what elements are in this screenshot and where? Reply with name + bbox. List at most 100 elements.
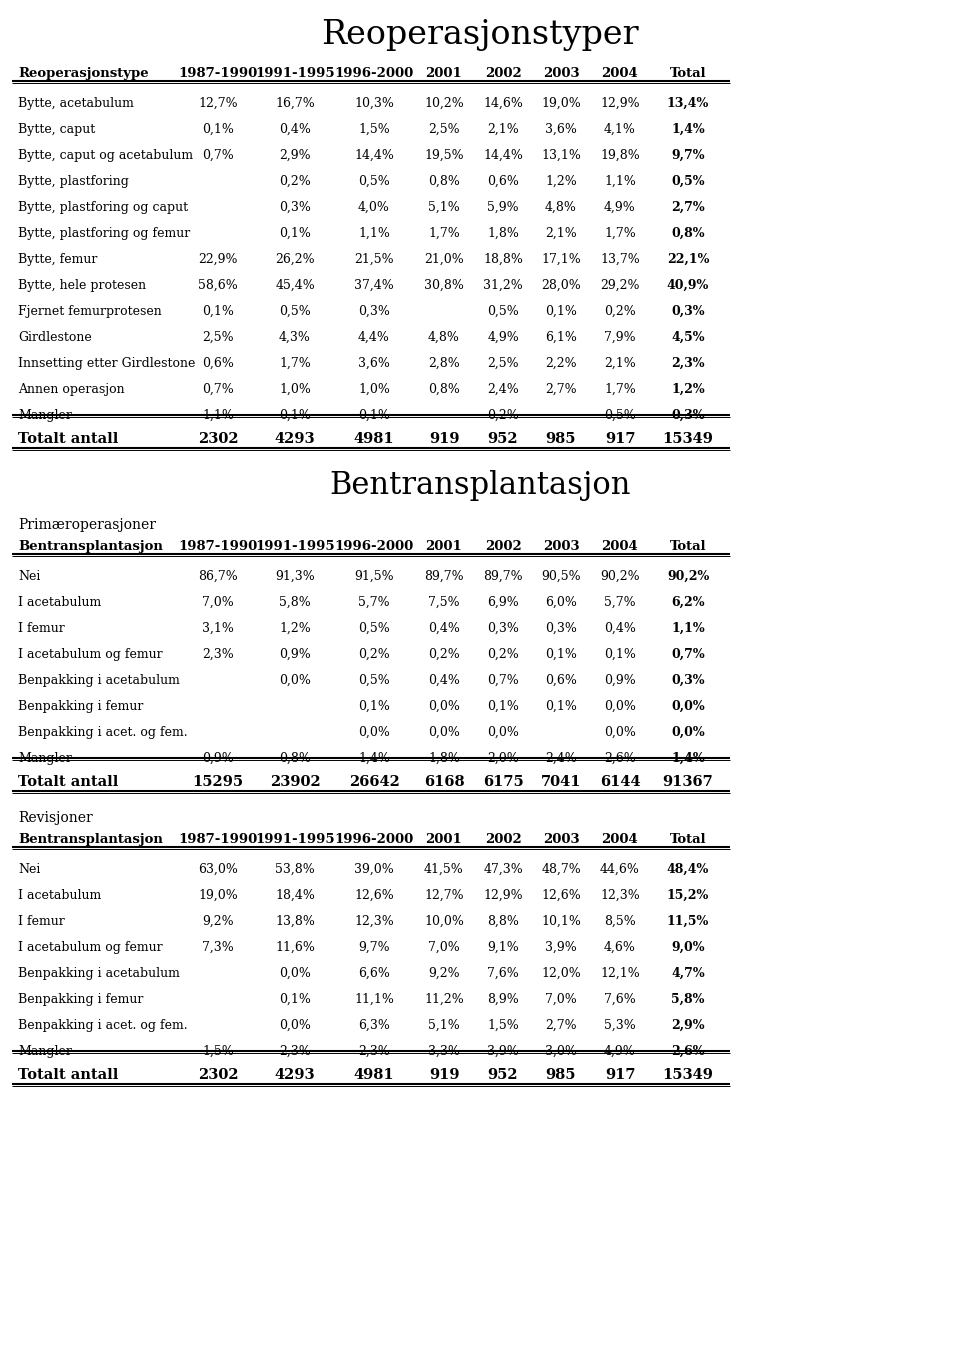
Text: 0,8%: 0,8% [428, 383, 460, 396]
Text: 0,4%: 0,4% [279, 123, 311, 135]
Text: 86,7%: 86,7% [198, 570, 238, 582]
Text: 7,3%: 7,3% [203, 940, 234, 954]
Text: 0,5%: 0,5% [358, 622, 390, 636]
Text: 2,3%: 2,3% [671, 357, 705, 370]
Text: Totalt antall: Totalt antall [18, 1068, 118, 1083]
Text: 4,3%: 4,3% [279, 331, 311, 344]
Text: 985: 985 [545, 432, 576, 446]
Text: 90,2%: 90,2% [667, 570, 709, 582]
Text: 4,1%: 4,1% [604, 123, 636, 135]
Text: 91,3%: 91,3% [276, 570, 315, 582]
Text: Benpakking i acet. og fem.: Benpakking i acet. og fem. [18, 726, 187, 740]
Text: 2004: 2004 [602, 67, 638, 81]
Text: 31,2%: 31,2% [483, 279, 523, 293]
Text: 3,6%: 3,6% [545, 123, 577, 135]
Text: 0,0%: 0,0% [428, 700, 460, 714]
Text: 12,9%: 12,9% [600, 97, 639, 109]
Text: 4981: 4981 [353, 432, 395, 446]
Text: 2302: 2302 [198, 1068, 238, 1083]
Text: 0,1%: 0,1% [202, 305, 234, 319]
Text: 89,7%: 89,7% [424, 570, 464, 582]
Text: 15349: 15349 [662, 432, 713, 446]
Text: 0,1%: 0,1% [279, 409, 311, 422]
Text: 5,1%: 5,1% [428, 1018, 460, 1032]
Text: 919: 919 [429, 432, 459, 446]
Text: 12,3%: 12,3% [600, 889, 640, 902]
Text: 12,1%: 12,1% [600, 966, 640, 980]
Text: 1,1%: 1,1% [671, 622, 705, 636]
Text: Bytte, femur: Bytte, femur [18, 253, 97, 267]
Text: 0,8%: 0,8% [279, 752, 311, 766]
Text: 8,9%: 8,9% [487, 992, 518, 1006]
Text: 2002: 2002 [485, 540, 521, 554]
Text: I acetabulum og femur: I acetabulum og femur [18, 940, 162, 954]
Text: 1991-1995: 1991-1995 [255, 833, 335, 846]
Text: 2,1%: 2,1% [487, 123, 518, 135]
Text: Total: Total [670, 540, 707, 554]
Text: 5,9%: 5,9% [487, 201, 518, 215]
Text: 1,8%: 1,8% [428, 752, 460, 766]
Text: 4293: 4293 [275, 432, 315, 446]
Text: Bytte, plastforing og femur: Bytte, plastforing og femur [18, 227, 190, 241]
Text: 0,5%: 0,5% [604, 409, 636, 422]
Text: 21,5%: 21,5% [354, 253, 394, 267]
Text: 2,6%: 2,6% [604, 752, 636, 766]
Text: 0,3%: 0,3% [279, 201, 311, 215]
Text: 19,8%: 19,8% [600, 149, 640, 163]
Text: Bytte, hele protesen: Bytte, hele protesen [18, 279, 146, 293]
Text: Mangler: Mangler [18, 1044, 72, 1058]
Text: 0,0%: 0,0% [279, 1018, 311, 1032]
Text: 5,3%: 5,3% [604, 1018, 636, 1032]
Text: 0,0%: 0,0% [487, 726, 519, 740]
Text: 0,3%: 0,3% [358, 305, 390, 319]
Text: 22,1%: 22,1% [667, 253, 709, 267]
Text: 13,7%: 13,7% [600, 253, 640, 267]
Text: 2001: 2001 [425, 540, 463, 554]
Text: 48,4%: 48,4% [667, 863, 709, 876]
Text: 4,6%: 4,6% [604, 940, 636, 954]
Text: 15349: 15349 [662, 1068, 713, 1083]
Text: 4,9%: 4,9% [487, 331, 518, 344]
Text: 1987-1990: 1987-1990 [179, 67, 257, 81]
Text: Revisjoner: Revisjoner [18, 811, 93, 826]
Text: 89,7%: 89,7% [483, 570, 523, 582]
Text: 1,0%: 1,0% [279, 383, 311, 396]
Text: Mangler: Mangler [18, 752, 72, 766]
Text: 917: 917 [605, 1068, 636, 1083]
Text: 6,9%: 6,9% [487, 596, 518, 610]
Text: 985: 985 [545, 1068, 576, 1083]
Text: 11,6%: 11,6% [276, 940, 315, 954]
Text: Reoperasjonstyper: Reoperasjonstyper [322, 19, 638, 51]
Text: I acetabulum: I acetabulum [18, 596, 101, 610]
Text: 9,2%: 9,2% [428, 966, 460, 980]
Text: 0,0%: 0,0% [279, 674, 311, 688]
Text: 6,0%: 6,0% [545, 596, 577, 610]
Text: 18,8%: 18,8% [483, 253, 523, 267]
Text: 0,1%: 0,1% [545, 305, 577, 319]
Text: 0,6%: 0,6% [202, 357, 234, 370]
Text: Reoperasjonstype: Reoperasjonstype [18, 67, 149, 81]
Text: 0,2%: 0,2% [358, 648, 390, 662]
Text: 2003: 2003 [542, 833, 579, 846]
Text: 1,1%: 1,1% [604, 175, 636, 189]
Text: 2,5%: 2,5% [428, 123, 460, 135]
Text: 919: 919 [429, 1068, 459, 1083]
Text: 0,6%: 0,6% [545, 674, 577, 688]
Text: 12,7%: 12,7% [424, 889, 464, 902]
Text: 12,6%: 12,6% [354, 889, 394, 902]
Text: 41,5%: 41,5% [424, 863, 464, 876]
Text: 0,1%: 0,1% [487, 700, 519, 714]
Text: 4,0%: 4,0% [358, 201, 390, 215]
Text: 0,0%: 0,0% [604, 700, 636, 714]
Text: 0,3%: 0,3% [671, 674, 705, 688]
Text: 6,3%: 6,3% [358, 1018, 390, 1032]
Text: 0,1%: 0,1% [358, 700, 390, 714]
Text: 4,8%: 4,8% [428, 331, 460, 344]
Text: Nei: Nei [18, 863, 40, 876]
Text: 5,7%: 5,7% [358, 596, 390, 610]
Text: 3,3%: 3,3% [428, 1044, 460, 1058]
Text: 0,9%: 0,9% [279, 648, 311, 662]
Text: 2,1%: 2,1% [545, 227, 577, 241]
Text: 21,0%: 21,0% [424, 253, 464, 267]
Text: 37,4%: 37,4% [354, 279, 394, 293]
